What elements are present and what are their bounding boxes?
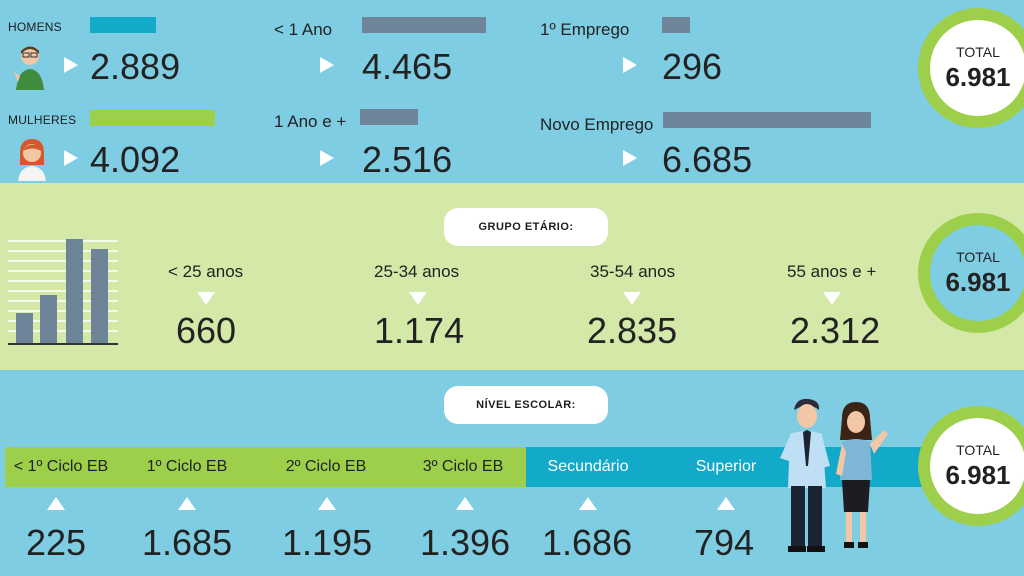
education-label: < 1º Ciclo EB: [13, 458, 109, 475]
age-group-label: 55 anos e +: [787, 262, 877, 281]
mais-1-ano-label: 1 Ano e +: [274, 112, 347, 131]
education-label: 1º Ciclo EB: [146, 458, 228, 475]
total-value: 6.981: [945, 459, 1011, 490]
down-arrow-icon: [197, 292, 215, 305]
up-arrow-icon: [47, 497, 65, 510]
primeiro-emprego-arrow-icon: [623, 57, 637, 73]
age-group-value: 2.835: [587, 310, 678, 351]
menos-1-ano-arrow-icon: [320, 57, 334, 73]
primeiro-emprego-label: 1º Emprego: [540, 20, 630, 39]
total-ring-summary: TOTAL 6.981: [918, 8, 1024, 128]
total-label: TOTAL: [956, 441, 1000, 458]
up-arrow-icon: [178, 497, 196, 510]
homens-value: 2.889: [90, 46, 181, 87]
education-value: 1.195: [282, 522, 373, 563]
education-strip-green: [5, 447, 526, 487]
education-value: 1.685: [142, 522, 233, 563]
homens-arrow-icon: [64, 57, 78, 73]
mulheres-bar: [90, 110, 215, 126]
menos-1-ano-bar: [362, 17, 486, 33]
total-label: TOTAL: [956, 248, 1000, 265]
total-value: 6.981: [945, 266, 1011, 297]
age-group-value: 2.312: [790, 310, 881, 351]
mais-1-ano-value: 2.516: [362, 139, 453, 180]
novo-emprego-label: Novo Emprego: [540, 115, 654, 134]
age-group-label: 35-54 anos: [590, 262, 676, 281]
education-label: Superior: [695, 458, 757, 475]
novo-emprego-value: 6.685: [662, 139, 753, 180]
primeiro-emprego-bar: [662, 17, 690, 33]
education-value: 794: [694, 522, 755, 563]
nivel-escolar-title: NÍVEL ESCOLAR:: [444, 386, 608, 424]
summary-section: HOMENS 2.889 MULHERES 4.092 < 1 Ano 4.46…: [0, 0, 1024, 183]
mais-1-ano-arrow-icon: [320, 150, 334, 166]
grupo-etario-title: GRUPO ETÁRIO:: [444, 208, 608, 246]
down-arrow-icon: [623, 292, 641, 305]
education-value: 1.686: [542, 522, 633, 563]
down-arrow-icon: [823, 292, 841, 305]
novo-emprego-bar: [663, 112, 871, 128]
age-group-value: 660: [176, 310, 237, 351]
age-group-label: 25-34 anos: [374, 262, 460, 281]
homens-bar: [90, 17, 156, 33]
novo-emprego-arrow-icon: [623, 150, 637, 166]
age-group-value: 1.174: [374, 310, 465, 351]
age-group-label: < 25 anos: [168, 262, 244, 281]
primeiro-emprego-value: 296: [662, 46, 723, 87]
total-label: TOTAL: [956, 43, 1000, 60]
education-label: Secundário: [547, 458, 629, 475]
total-ring-age: TOTAL 6.981: [918, 213, 1024, 333]
bar-chart-icon: [8, 239, 118, 345]
menos-1-ano-value: 4.465: [362, 46, 453, 87]
up-arrow-icon: [579, 497, 597, 510]
education-value: 1.396: [420, 522, 511, 563]
education-value: 225: [26, 522, 87, 563]
woman-icon: [18, 139, 46, 181]
mulheres-value: 4.092: [90, 139, 181, 180]
mais-1-ano-bar: [360, 109, 418, 125]
mulheres-arrow-icon: [64, 150, 78, 166]
up-arrow-icon: [318, 497, 336, 510]
education-label: 3º Ciclo EB: [422, 458, 504, 475]
grupo-etario-section: GRUPO ETÁRIO: < 25 anos 660 25-34 anos 1…: [0, 183, 1024, 370]
man-icon: [14, 46, 44, 90]
homens-label: HOMENS: [8, 20, 62, 34]
menos-1-ano-label: < 1 Ano: [274, 20, 333, 39]
couple-illustration: [780, 398, 888, 552]
total-value: 6.981: [945, 61, 1011, 92]
up-arrow-icon: [456, 497, 474, 510]
mulheres-label: MULHERES: [8, 113, 77, 127]
up-arrow-icon: [717, 497, 735, 510]
down-arrow-icon: [409, 292, 427, 305]
education-label: 2º Ciclo EB: [285, 458, 367, 475]
